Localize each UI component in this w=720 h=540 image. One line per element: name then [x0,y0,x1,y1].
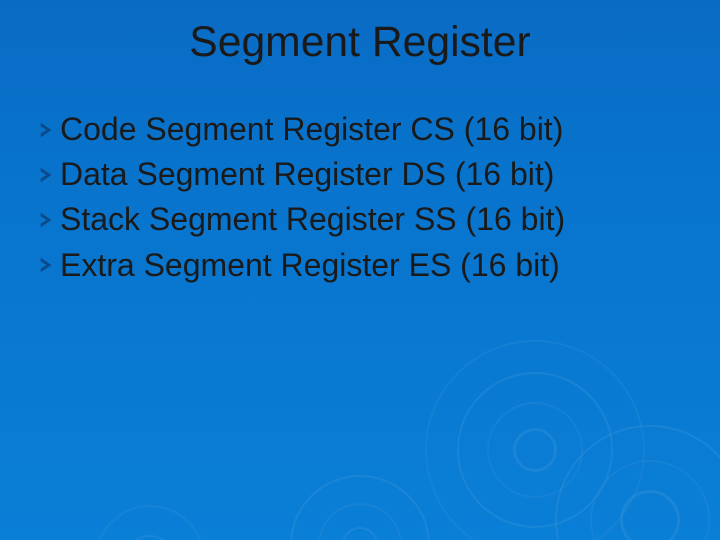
ripple-ring [457,372,613,528]
list-item-label: Extra Segment Register ES (16 bit) [60,244,560,287]
list-item: Stack Segment Register SS (16 bit) [38,198,680,241]
slide: Segment Register Code Segment Register C… [0,0,720,540]
list-item: Code Segment Register CS (16 bit) [38,108,680,151]
bullet-list: Code Segment Register CS (16 bit)Data Se… [38,108,680,289]
ripple-ring [342,527,378,540]
list-item: Extra Segment Register ES (16 bit) [38,244,680,287]
slide-title: Segment Register [0,18,720,67]
ripple-ring [95,505,205,540]
chevron-right-icon [38,166,56,184]
ripple-ring [487,402,583,498]
list-item-label: Stack Segment Register SS (16 bit) [60,198,565,241]
ripple-ring [555,425,720,540]
ripple-ring [620,490,680,540]
ripple-ring [125,535,175,540]
list-item-label: Data Segment Register DS (16 bit) [60,153,554,196]
ripple-ring [590,460,710,540]
chevron-right-icon [38,121,56,139]
ripple-ring [425,340,645,540]
chevron-right-icon [38,256,56,274]
ripple-ring [318,503,402,540]
chevron-right-icon [38,211,56,229]
ripple-ring [513,428,557,472]
list-item: Data Segment Register DS (16 bit) [38,153,680,196]
ripple-ring [290,475,430,540]
list-item-label: Code Segment Register CS (16 bit) [60,108,563,151]
